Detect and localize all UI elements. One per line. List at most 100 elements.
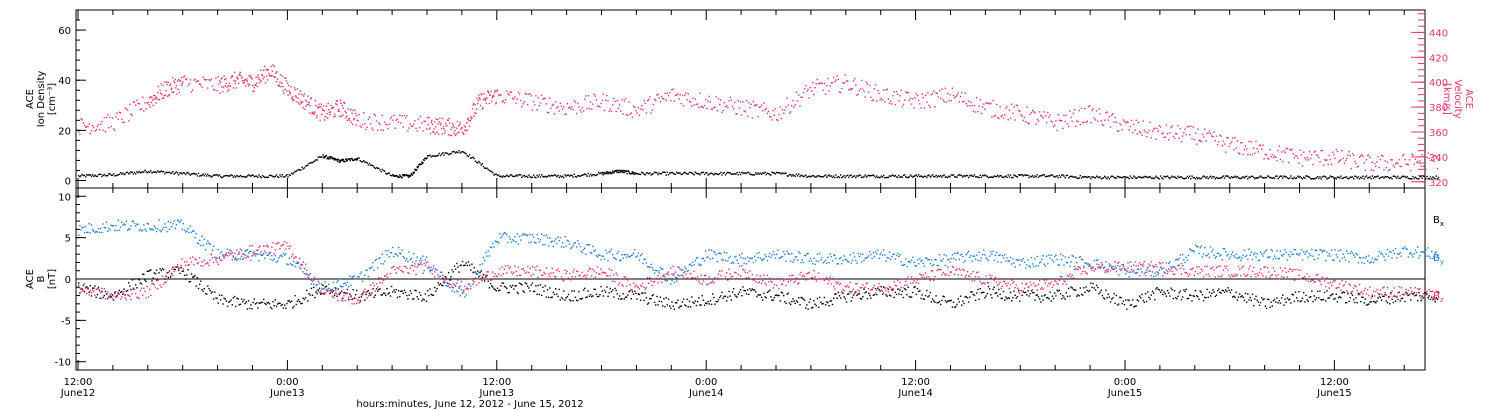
velocity-point — [1241, 141, 1243, 144]
density-point — [836, 176, 838, 179]
velocity-point — [1254, 152, 1256, 154]
bx-point — [1228, 289, 1230, 292]
velocity-point — [866, 83, 869, 85]
density-point — [489, 170, 492, 172]
bx-point — [1333, 298, 1335, 300]
velocity-point — [1337, 161, 1340, 163]
by-point — [138, 229, 140, 232]
by-point — [838, 258, 841, 260]
by-point — [904, 263, 906, 266]
bx-point — [730, 299, 732, 301]
bx-point — [335, 287, 337, 289]
bx-point — [114, 291, 116, 294]
bx-point — [674, 302, 677, 304]
density-point — [859, 174, 862, 177]
by-point — [337, 279, 339, 282]
velocity-point — [278, 85, 281, 87]
velocity-point — [966, 105, 969, 107]
density-point — [185, 173, 187, 176]
x-tick-date: June13 — [479, 388, 515, 399]
velocity-point — [907, 91, 909, 94]
bx-point — [1044, 294, 1047, 296]
density-point — [717, 173, 720, 176]
density-point — [457, 151, 459, 154]
velocity-point — [212, 88, 215, 91]
bx-point — [714, 303, 716, 305]
by-point — [363, 277, 365, 280]
density-point — [1353, 178, 1355, 180]
velocity-point — [828, 90, 830, 92]
velocity-point — [137, 102, 139, 105]
density-point — [135, 173, 137, 175]
density-point — [742, 172, 744, 174]
bx-point — [963, 302, 965, 305]
bx-point — [830, 300, 833, 302]
density-point — [333, 157, 335, 159]
by-point — [390, 252, 393, 254]
velocity-point — [1239, 153, 1241, 155]
velocity-point — [1420, 165, 1422, 167]
velocity-point — [116, 112, 118, 114]
bx-point — [773, 296, 776, 299]
density-point — [153, 171, 155, 173]
density-point — [838, 176, 841, 179]
by-point — [814, 263, 816, 266]
velocity-point — [1015, 104, 1017, 106]
bx-point — [890, 295, 892, 297]
density-point — [349, 159, 351, 162]
velocity-point — [716, 109, 719, 112]
by-point — [1072, 255, 1075, 258]
by-point — [628, 256, 630, 258]
by-point — [308, 274, 310, 276]
density-point — [94, 174, 96, 176]
velocity-point — [1137, 121, 1140, 124]
velocity-point — [700, 106, 702, 108]
by-point — [983, 249, 985, 251]
by-point — [366, 269, 368, 271]
velocity-point — [1225, 151, 1227, 153]
by-point — [207, 240, 209, 242]
bx-point — [190, 273, 193, 275]
density-point — [967, 176, 970, 179]
velocity-point — [314, 99, 317, 102]
bx-point — [1374, 301, 1376, 303]
velocity-point — [1308, 151, 1311, 153]
by-point — [906, 265, 908, 268]
bx-point — [1166, 290, 1169, 292]
by-point — [488, 255, 491, 257]
density-point — [549, 175, 551, 177]
density-point — [632, 171, 635, 174]
by-point — [194, 237, 196, 239]
density-point — [1289, 177, 1291, 179]
by-point — [748, 260, 750, 263]
velocity-point — [785, 106, 787, 108]
by-point — [159, 229, 161, 232]
density-point — [986, 175, 988, 178]
bx-point — [693, 302, 695, 305]
velocity-point — [201, 86, 203, 88]
by-point — [714, 252, 716, 254]
bx-point — [856, 294, 858, 296]
bx-point — [1134, 305, 1136, 307]
velocity-point — [1253, 147, 1255, 149]
bx-point — [272, 301, 274, 303]
by-point — [865, 257, 867, 259]
bx-point — [1143, 301, 1145, 303]
density-point — [873, 175, 876, 177]
bx-point — [337, 288, 339, 290]
velocity-point — [1007, 119, 1009, 121]
by-point — [1047, 263, 1049, 265]
velocity-point — [696, 103, 699, 105]
density-point — [145, 170, 147, 173]
density-point — [504, 175, 507, 177]
velocity-point — [807, 88, 809, 91]
bx-point — [805, 307, 807, 309]
density-point — [624, 170, 626, 172]
by-point — [734, 256, 736, 258]
velocity-point — [698, 106, 700, 108]
density-point — [387, 172, 389, 174]
by-point — [563, 246, 565, 248]
by-point — [162, 227, 165, 229]
velocity-point — [1262, 144, 1264, 146]
by-point — [442, 274, 444, 276]
